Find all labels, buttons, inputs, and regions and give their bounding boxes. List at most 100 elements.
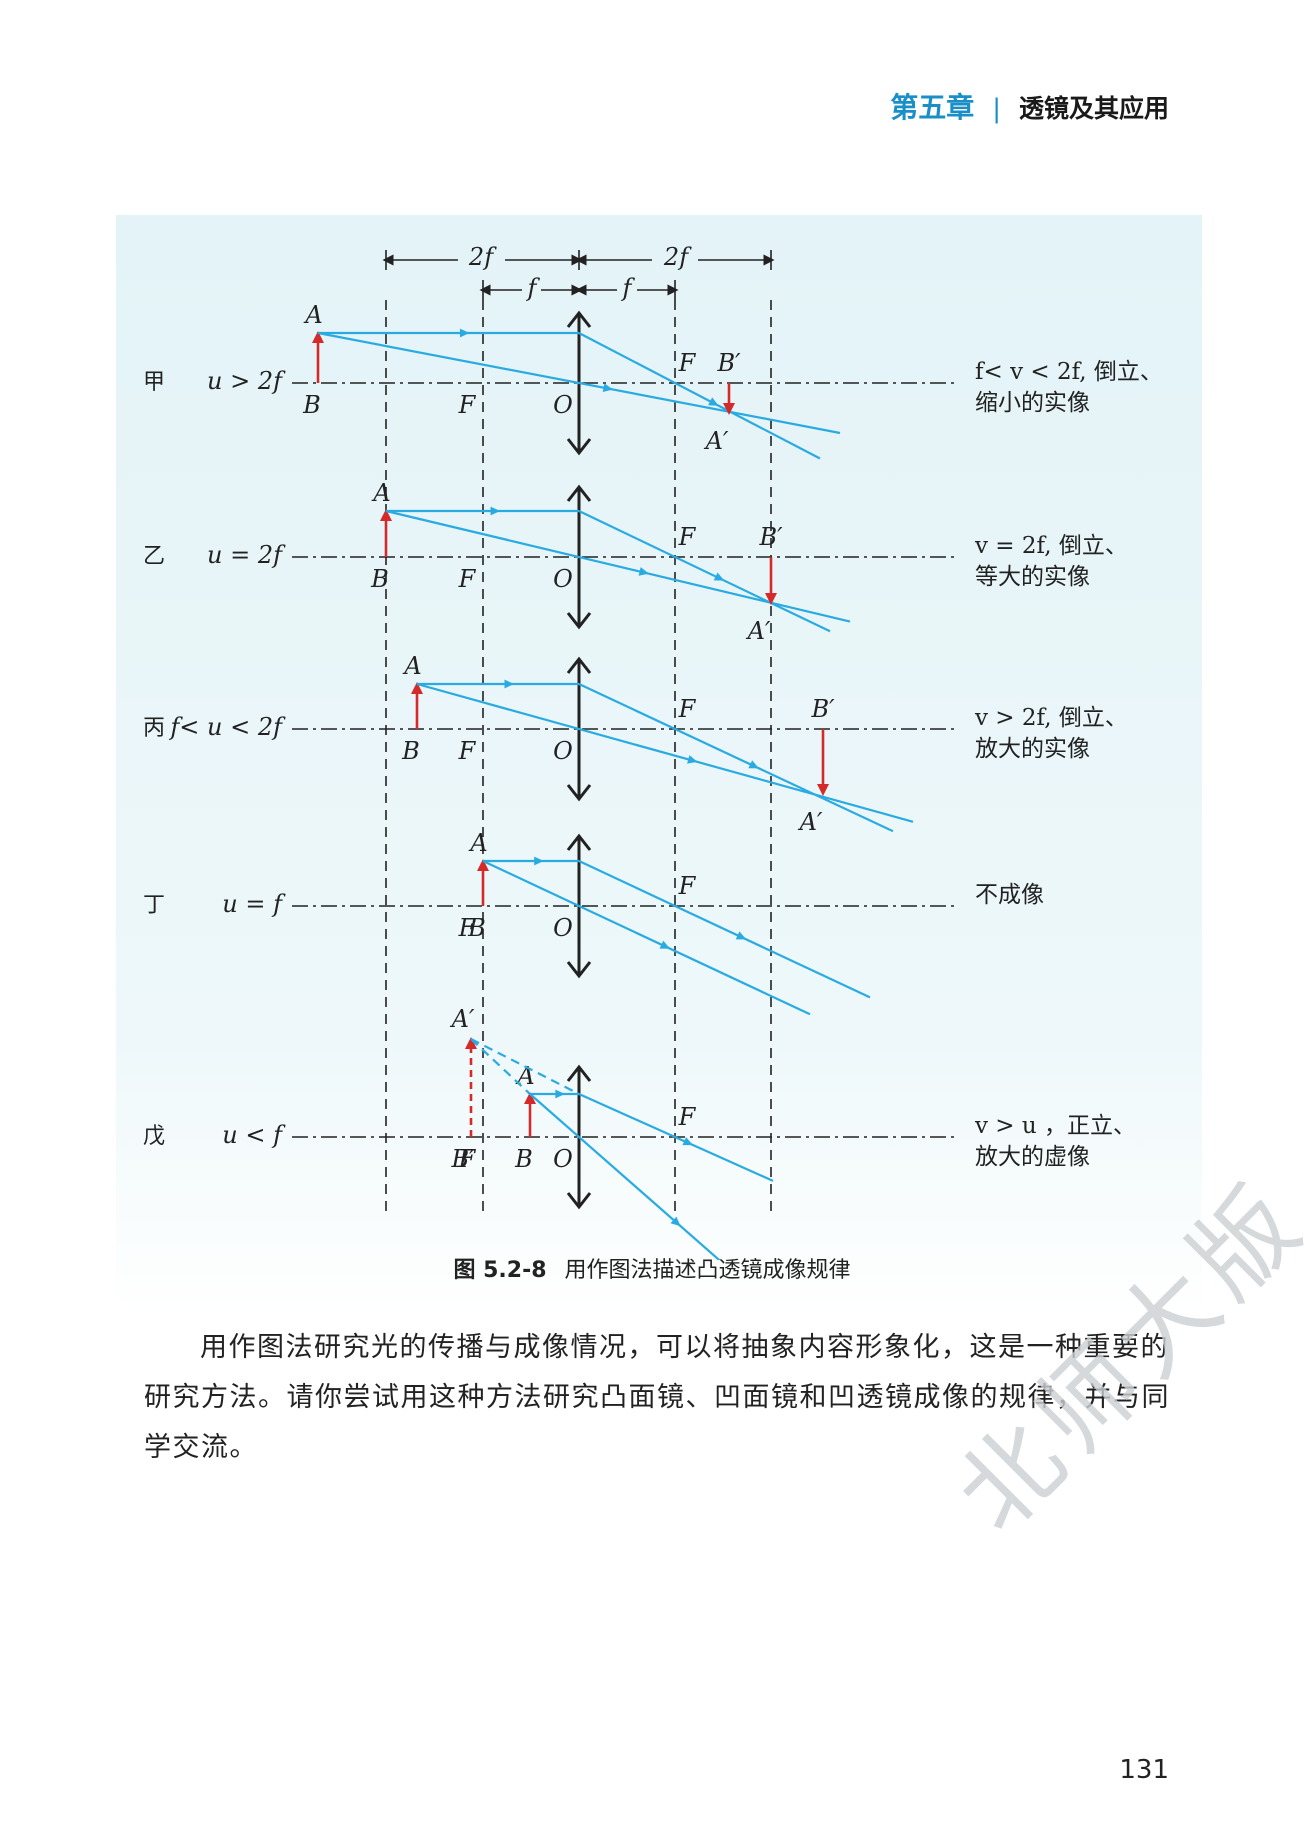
label-A: A — [371, 479, 390, 507]
figure-number: 图 5.2-8 — [453, 1258, 547, 1283]
ray-direction-arrow — [670, 1216, 681, 1227]
lens-arrow-up — [566, 833, 592, 851]
virtual-image-arrow-head — [465, 1037, 477, 1049]
object-arrow-head — [380, 509, 392, 521]
result-line-1: 不成像 — [975, 882, 1044, 908]
label-F-left: F — [458, 565, 477, 593]
label-B-prime: B′ — [716, 349, 741, 377]
label-F-right: F — [678, 872, 697, 900]
label-A: A — [468, 829, 487, 857]
running-header: 第五章 | 透镜及其应用 — [890, 86, 1169, 126]
chapter-label: 第五章 — [890, 91, 975, 124]
real-image-arrow-head — [723, 403, 735, 415]
lens-arrow-down — [566, 1192, 592, 1210]
dim-f-left: f — [526, 274, 541, 302]
lens-arrow-down — [566, 438, 592, 456]
label-A: A — [402, 652, 421, 680]
result-line-1: v > u ，正立、 — [974, 1113, 1136, 1139]
label-B: B — [467, 914, 486, 942]
ray-direction-arrow — [459, 328, 470, 338]
label-F-right: F — [678, 349, 697, 377]
result-line-2: 放大的虚像 — [975, 1144, 1090, 1170]
lens-arrow-up — [566, 1064, 592, 1082]
condition-label: u < f — [222, 1121, 286, 1149]
lens-imaging-diagram: 2f 2f f f 甲 u > 2f f< v < 2f, 倒立、缩小的实像 A B F O… — [143, 243, 1163, 1260]
label-A-prime: A′ — [704, 427, 729, 455]
ray-direction-arrow — [748, 760, 759, 769]
result-line-1: v > 2f, 倒立、 — [974, 705, 1128, 731]
lens-arrow-up — [566, 656, 592, 674]
dimension-marks — [382, 250, 775, 300]
ray-direction-arrow — [713, 572, 725, 581]
label-F-left: F — [458, 391, 477, 419]
ray-direction-arrow — [490, 506, 501, 516]
label-A: A — [303, 301, 322, 329]
ray-direction-arrow — [708, 397, 719, 406]
light-ray — [416, 682, 914, 823]
ray-direction-arrow — [638, 567, 649, 576]
lens-arrow-down — [566, 961, 592, 979]
ray-direction-arrow — [687, 755, 698, 764]
result-line-2: 等大的实像 — [975, 564, 1090, 590]
condition-label: u > 2f — [207, 367, 286, 395]
ray-direction-arrow — [602, 383, 613, 393]
label-F-right: F — [678, 1103, 697, 1131]
label-O: O — [553, 391, 573, 419]
dim-f-right: f — [621, 274, 636, 302]
label-O: O — [553, 914, 573, 942]
page-number: 131 — [1119, 1755, 1169, 1785]
light-ray — [529, 1093, 721, 1260]
lens-arrow-up — [566, 310, 592, 328]
case-label: 丙 — [143, 716, 165, 741]
case-label: 戊 — [143, 1124, 165, 1149]
label-B-prime: B′ — [810, 695, 835, 723]
body-paragraph: 用作图法研究光的传播与成像情况，可以将抽象内容形象化，这是一种重要的研究方法。请… — [144, 1332, 1170, 1463]
light-ray — [578, 683, 894, 833]
light-ray — [470, 1038, 580, 1095]
figure-caption: 图 5.2-8 用作图法描述凸透镜成像规律 — [0, 1252, 1304, 1284]
label-O: O — [553, 1145, 573, 1173]
label-F-left: F — [458, 737, 477, 765]
light-ray — [578, 332, 821, 460]
lens-arrow-up — [566, 484, 592, 502]
label-B: B — [514, 1145, 533, 1173]
light-ray — [385, 509, 851, 623]
label-B: B — [370, 565, 389, 593]
lens-arrow-down — [566, 784, 592, 802]
light-ray — [482, 860, 811, 1016]
real-image-arrow-head — [817, 784, 829, 796]
label-F-left: F — [458, 1145, 477, 1173]
result-line-1: f< v < 2f, 倒立、 — [975, 359, 1163, 385]
result-line-2: 放大的实像 — [975, 736, 1090, 762]
light-ray — [317, 331, 841, 435]
label-A-prime: A′ — [798, 808, 823, 836]
case-label: 乙 — [143, 544, 165, 569]
result-line-2: 缩小的实像 — [975, 390, 1090, 416]
light-ray — [578, 860, 871, 999]
condition-label: f< u < 2f — [168, 713, 286, 741]
body-paragraph-block: 用作图法研究光的传播与成像情况，可以将抽象内容形象化，这是一种重要的研究方法。请… — [144, 1323, 1172, 1473]
light-ray — [578, 510, 831, 633]
label-A-prime: A′ — [746, 617, 771, 645]
ray-direction-arrow — [659, 940, 671, 949]
ray-direction-arrow — [504, 679, 515, 689]
chapter-title: 透镜及其应用 — [1018, 94, 1169, 123]
dim-2f-left: 2f — [468, 243, 497, 271]
object-arrow-head — [477, 859, 489, 871]
label-B: B — [401, 737, 420, 765]
label-B-prime: B′ — [450, 1145, 475, 1173]
condition-label: u = 2f — [207, 541, 286, 569]
real-image-arrow-head — [765, 593, 777, 605]
result-line-1: v = 2f, 倒立、 — [974, 533, 1128, 559]
object-arrow-head — [312, 331, 324, 343]
label-B-prime: B′ — [758, 523, 783, 551]
case-label: 甲 — [143, 370, 165, 395]
light-ray — [578, 1092, 774, 1182]
label-O: O — [553, 737, 573, 765]
object-arrow-head — [524, 1092, 536, 1104]
label-F-right: F — [678, 695, 697, 723]
ray-direction-arrow — [534, 856, 544, 866]
object-arrow-head — [411, 682, 423, 694]
case-label: 丁 — [143, 893, 165, 918]
dim-2f-right: 2f — [663, 243, 692, 271]
